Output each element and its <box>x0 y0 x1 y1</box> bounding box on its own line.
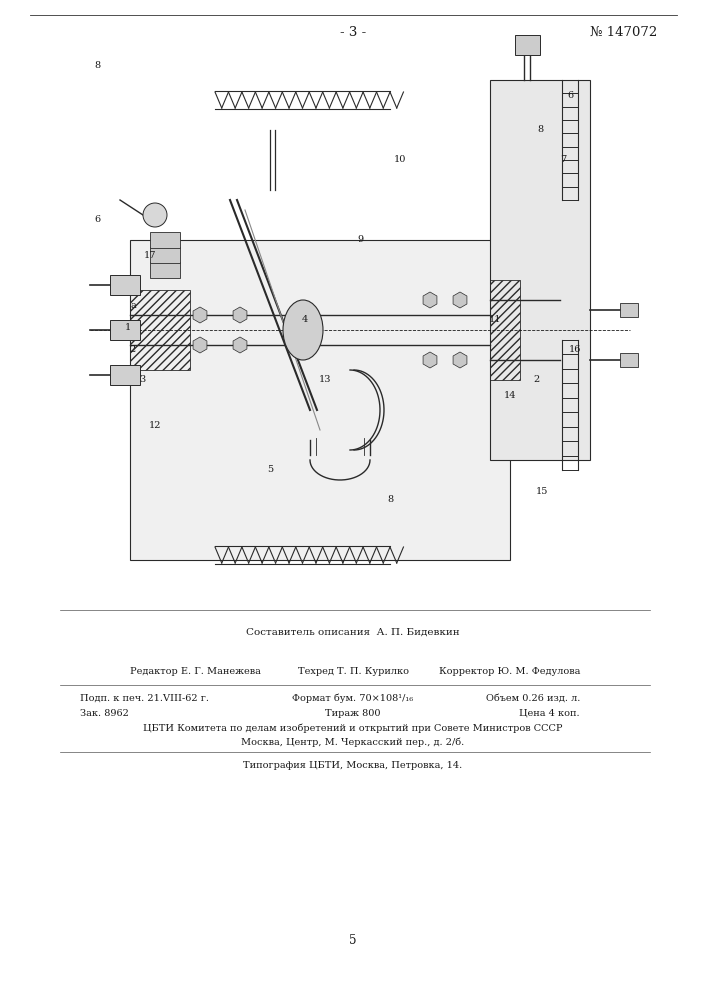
Text: 5: 5 <box>267 466 273 475</box>
Text: 15: 15 <box>536 488 548 496</box>
Bar <box>110 365 140 385</box>
Text: Типография ЦБТИ, Москва, Петровка, 14.: Типография ЦБТИ, Москва, Петровка, 14. <box>243 760 462 770</box>
Text: Редактор Е. Г. Манежева: Редактор Е. Г. Манежева <box>130 668 261 676</box>
Bar <box>130 290 190 370</box>
Text: 4: 4 <box>302 316 308 324</box>
Text: 5: 5 <box>349 934 357 946</box>
Text: 3: 3 <box>139 375 145 384</box>
Text: 2: 2 <box>534 375 540 384</box>
Bar <box>150 262 180 278</box>
Text: Техред Т. П. Курилко: Техред Т. П. Курилко <box>298 668 409 676</box>
Text: ЦБТИ Комитета по делам изобретений и открытий при Совете Министров СССР: ЦБТИ Комитета по делам изобретений и отк… <box>144 723 563 733</box>
Bar <box>490 280 520 380</box>
Text: 14: 14 <box>504 390 516 399</box>
Text: Тираж 800: Тираж 800 <box>325 708 381 718</box>
Bar <box>515 35 540 55</box>
Text: 8: 8 <box>537 125 543 134</box>
Text: 1: 1 <box>125 322 131 332</box>
Text: 13: 13 <box>319 375 332 384</box>
Bar <box>110 320 140 340</box>
Text: - 3 -: - 3 - <box>340 25 366 38</box>
Ellipse shape <box>283 300 323 360</box>
Text: 6: 6 <box>94 216 100 225</box>
Text: Составитель описания  А. П. Бидевкин: Составитель описания А. П. Бидевкин <box>246 628 460 637</box>
Text: 8: 8 <box>94 60 100 70</box>
Text: № 147072: № 147072 <box>590 25 658 38</box>
Bar <box>110 275 140 295</box>
Text: 10: 10 <box>394 155 407 164</box>
Text: Объем 0.26 изд. л.: Объем 0.26 изд. л. <box>486 694 580 702</box>
Bar <box>150 232 180 248</box>
Bar <box>150 247 180 263</box>
Circle shape <box>143 203 167 227</box>
Text: Цена 4 коп.: Цена 4 коп. <box>520 708 580 718</box>
Text: a: a <box>130 300 136 310</box>
Text: 16: 16 <box>569 346 581 355</box>
Text: 11: 11 <box>489 316 501 324</box>
Text: 8: 8 <box>387 495 393 504</box>
Text: Формат бум. 70×108¹/₁₆: Формат бум. 70×108¹/₁₆ <box>293 693 414 703</box>
Bar <box>490 80 590 460</box>
Bar <box>620 353 638 367</box>
Text: 6: 6 <box>567 91 573 100</box>
Text: 12: 12 <box>148 420 161 430</box>
Text: 7: 7 <box>560 155 566 164</box>
Text: Подп. к печ. 21.VIII-62 г.: Подп. к печ. 21.VIII-62 г. <box>80 694 209 702</box>
Bar <box>620 303 638 317</box>
Text: Корректор Ю. М. Федулова: Корректор Ю. М. Федулова <box>438 668 580 676</box>
FancyBboxPatch shape <box>130 240 510 560</box>
Text: 2: 2 <box>130 346 136 355</box>
Text: Москва, Центр, М. Черкасский пер., д. 2/б.: Москва, Центр, М. Черкасский пер., д. 2/… <box>241 737 464 747</box>
Text: 17: 17 <box>144 250 156 259</box>
Text: Зак. 8962: Зак. 8962 <box>80 708 129 718</box>
Text: 9: 9 <box>357 235 363 244</box>
